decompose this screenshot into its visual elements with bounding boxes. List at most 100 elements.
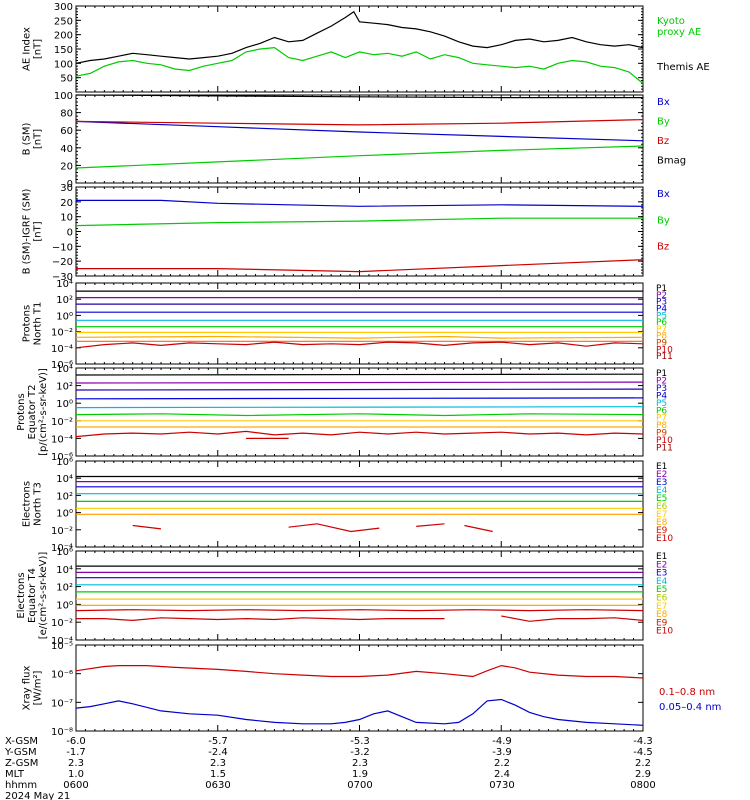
y-axis-label: Xray flux: [22, 666, 33, 711]
legend-entry: E5: [656, 494, 667, 504]
y-tick-label: 10⁻⁴: [51, 543, 73, 554]
y-tick-label: 300: [54, 2, 73, 13]
y-axis-label: Protons: [22, 305, 33, 342]
y-axis-label: North T3: [33, 482, 44, 526]
panel-b: 0 20 40 60 80 100 B (SM) [nT] Bx By Bz Bmag: [22, 91, 687, 190]
y-tick-label: 10⁻⁸: [51, 727, 73, 738]
orbit-row-label: MLT: [5, 769, 25, 780]
legend-entry: E8: [656, 518, 668, 528]
legend-entry: P9: [656, 339, 667, 349]
legend-entry: By: [657, 117, 670, 128]
series-line-e9a: [76, 617, 445, 622]
y-axis-label: Equator T4: [27, 568, 38, 623]
date-label: 2024 May 21: [5, 791, 70, 800]
legend-entry: Kyoto: [657, 16, 685, 27]
legend-entry: P6: [656, 318, 667, 328]
legend-entry: E7: [656, 602, 667, 612]
orbit-value: 0800: [630, 780, 655, 791]
y-tick-label: 10⁻⁶: [51, 360, 73, 371]
panel-frame: [75, 644, 644, 732]
y-tick-label: 10⁻²: [51, 417, 73, 428]
series-line-p9: [75, 430, 644, 438]
legend-entry: P9: [656, 429, 667, 439]
orbit-value: -4.5: [633, 747, 653, 758]
panel-pn: 10⁻⁶ 10⁻⁴ 10⁻² 10⁰ 10² 10⁴ Protons North T1 P1P2…: [22, 279, 674, 371]
series-line-e8: [75, 609, 644, 612]
series-line-0-1-0-8-nm: [75, 664, 644, 679]
legend-entry: E4: [656, 577, 668, 587]
y-tick-label: 60: [60, 126, 73, 137]
legend-entry: Bz: [657, 136, 669, 147]
legend-entry: P11: [656, 352, 673, 362]
legend-entry: P3: [656, 298, 667, 308]
series-line-p6: [75, 413, 644, 417]
y-tick-label: 0: [67, 179, 73, 190]
orbit-row-label: X-GSM: [5, 736, 38, 747]
y-tick-label: 30: [60, 183, 73, 194]
legend-entry: P7: [656, 325, 667, 335]
legend-entry: Bx: [657, 189, 670, 200]
legend-entry: P4: [656, 304, 667, 314]
orbit-value: 0730: [489, 780, 514, 791]
legend-entry: proxy AE: [657, 27, 701, 38]
y-tick-label: 10: [60, 213, 73, 224]
series-line-p10: [75, 341, 644, 349]
legend-entry: Themis AE: [656, 62, 710, 73]
legend-entry: P5: [656, 311, 667, 321]
y-axis-label: Protons: [16, 393, 27, 430]
y-tick-label: 10⁴: [56, 565, 73, 576]
series-line-bz: [76, 259, 644, 273]
legend-entry: P2: [656, 291, 667, 301]
panel-frame: [75, 550, 644, 641]
legend-entry: E2: [656, 560, 667, 570]
panel-frame: [75, 460, 644, 548]
y-tick-label: 10⁰: [56, 311, 73, 322]
series-line-bx: [76, 199, 644, 207]
y-tick-label: 10⁶: [56, 547, 73, 558]
legend-entry: P8: [656, 332, 667, 342]
orbit-value: -4.9: [492, 736, 512, 747]
y-tick-label: 10⁴: [56, 364, 73, 375]
orbit-value: 2.3: [68, 758, 84, 769]
legend-entry: E10: [656, 534, 673, 544]
y-tick-label: 10⁻⁶: [51, 452, 73, 463]
series-line-bx: [75, 120, 644, 142]
panel-ee: 10⁻⁴ 10⁻² 10⁰ 10² 10⁴ 10⁶ Electrons Equator T4[…: [16, 547, 673, 647]
y-axis-label: [e/(cm²-s-sr-keV)]: [38, 552, 49, 640]
legend-entry: P3: [656, 384, 667, 394]
y-tick-label: 0: [67, 228, 73, 239]
orbit-value: 1.0: [68, 769, 84, 780]
y-tick-label: 50: [60, 74, 73, 85]
series-line-0-05-0-4-nm: [75, 698, 644, 726]
orbit-table: X-GSM -6.0 -5.7 -5.3 -4.9 -4.3 Y-GSM -1.7 -2.4 -3…: [4, 736, 656, 800]
orbit-value: -5.3: [350, 736, 370, 747]
y-tick-label: 150: [54, 45, 73, 56]
y-tick-label: 20: [60, 198, 73, 209]
panel-frame: [75, 94, 644, 184]
y-tick-label: 10⁰: [56, 600, 73, 611]
series-line-e8a: [132, 524, 162, 530]
orbit-row-label: Z-GSM: [5, 758, 38, 769]
legend-entry: P6: [656, 406, 667, 416]
panel-xray: 10⁻⁸ 10⁻⁷ 10⁻⁶ 10⁻⁵ Xray flux [W/m²] 0.1–0.8 n…: [22, 641, 722, 738]
series-line-p5: [75, 406, 644, 409]
y-axis-label: [nT]: [33, 129, 44, 149]
orbit-value: -1.7: [66, 747, 86, 758]
series-line-p1: [75, 373, 644, 376]
legend-entry: E8: [656, 610, 668, 620]
y-axis-label: [W/m²]: [33, 670, 44, 705]
y-tick-label: 10⁻²: [51, 526, 73, 537]
y-tick-label: 10⁰: [56, 399, 73, 410]
y-axis-label: B (SM): [22, 122, 33, 155]
y-tick-label: 10⁰: [56, 509, 73, 520]
y-tick-label: 10⁴: [56, 279, 73, 290]
series-line-bz: [75, 119, 644, 126]
orbit-row-label: Y-GSM: [4, 747, 37, 758]
series-line-e8b: [288, 523, 380, 533]
y-tick-label: 10²: [56, 491, 73, 502]
y-tick-label: 10⁻⁴: [51, 344, 73, 355]
y-tick-label: −20: [52, 257, 73, 268]
y-axis-label: [p/(cm²-s-sr-keV)]: [38, 368, 49, 456]
